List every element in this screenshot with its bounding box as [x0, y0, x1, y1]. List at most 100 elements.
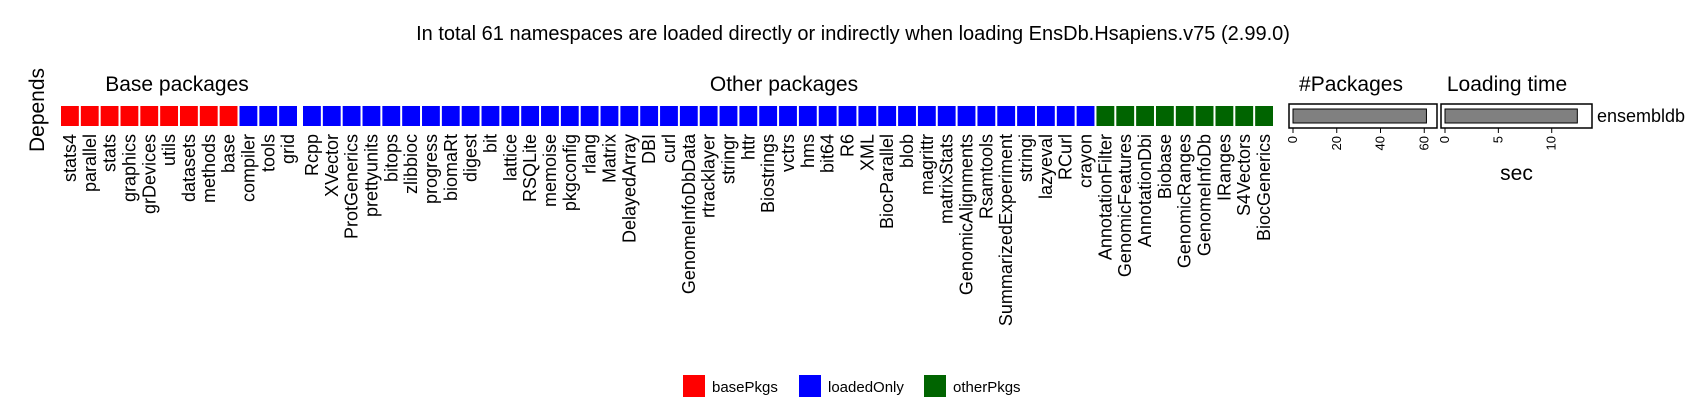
base-package-cell-datasets: [180, 106, 198, 126]
other-package-cell-GenomicFeatures: [1116, 106, 1135, 126]
other-package-cell-RCurl: [1056, 106, 1075, 126]
other-package-cell-lattice: [501, 106, 520, 126]
other-package-cell-bit: [481, 106, 500, 126]
legend-label-basePkgs: basePkgs: [712, 379, 778, 396]
legend-swatch-otherPkgs: [924, 375, 946, 397]
other-package-label-lattice: lattice: [500, 134, 520, 181]
other-package-label-BiocGenerics: BiocGenerics: [1254, 134, 1274, 241]
base-package-cell-utils: [160, 106, 178, 126]
other-package-cell-DelayedArray: [620, 106, 639, 126]
other-package-label-GenomicRanges: GenomicRanges: [1175, 134, 1195, 268]
base-package-cell-compiler: [239, 106, 258, 126]
time-section-title: Loading time: [1447, 73, 1567, 96]
base-package-label-compiler: compiler: [238, 134, 258, 202]
base-package-label-graphics: graphics: [119, 134, 139, 202]
other-package-label-Matrix: Matrix: [599, 134, 619, 183]
other-package-cell-Rcpp: [303, 106, 321, 126]
other-package-cell-RSQLite: [521, 106, 540, 126]
base-package-cell-stats4: [61, 106, 79, 126]
row-axis-label: Depends: [26, 68, 49, 152]
other-package-label-Rsamtools: Rsamtools: [976, 134, 996, 219]
other-package-label-rlang: rlang: [580, 134, 600, 174]
base-package-cell-parallel: [80, 106, 99, 126]
other-package-cell-bitops: [382, 106, 401, 126]
other-package-cell-stringr: [719, 106, 738, 126]
loading-time-tick-label-10: 10: [1544, 136, 1559, 150]
other-package-label-lazyeval: lazyeval: [1036, 134, 1056, 199]
other-package-label-XML: XML: [857, 134, 877, 171]
base-package-cell-graphics: [120, 106, 139, 126]
other-package-label-IRanges: IRanges: [1214, 134, 1234, 201]
other-package-cell-GenomicRanges: [1175, 106, 1194, 126]
legend-swatch-loadedOnly: [799, 375, 821, 397]
other-package-cell-lazyeval: [1036, 106, 1055, 126]
row-name-label: ensembldb: [1597, 106, 1685, 126]
other-package-label-AnnotationFilter: AnnotationFilter: [1095, 134, 1115, 260]
other-package-cell-biomaRt: [441, 106, 460, 126]
base-package-label-grDevices: grDevices: [139, 134, 159, 214]
other-package-cell-AnnotationFilter: [1096, 106, 1115, 126]
base-package-cell-tools: [259, 106, 278, 126]
base-package-label-datasets: datasets: [179, 134, 199, 202]
loading-time-tick-label-0: 0: [1437, 136, 1452, 143]
other-package-cell-SummarizedExperiment: [997, 106, 1016, 126]
legend-swatch-basePkgs: [683, 375, 705, 397]
other-package-cell-progress: [422, 106, 440, 126]
loading-time-axis-label: sec: [1500, 162, 1533, 185]
other-package-label-GenomicFeatures: GenomicFeatures: [1115, 134, 1135, 277]
other-package-label-DBI: DBI: [639, 134, 659, 164]
other-package-cell-digest: [461, 106, 480, 126]
other-package-cell-matrixStats: [937, 106, 956, 126]
other-package-label-RSQLite: RSQLite: [520, 134, 540, 202]
legend: basePkgs loadedOnly otherPkgs: [683, 375, 1021, 397]
package-count-tick-label-0: 0: [1285, 136, 1300, 143]
package-count-tick-label-20: 20: [1329, 136, 1344, 150]
other-package-label-digest: digest: [461, 134, 481, 182]
other-package-label-crayon: crayon: [1076, 134, 1096, 188]
package-count-tick-label-60: 60: [1416, 136, 1431, 150]
other-package-label-RCurl: RCurl: [1056, 134, 1076, 180]
base-package-cell-methods: [199, 106, 218, 126]
other-package-label-rtracklayer: rtracklayer: [699, 134, 719, 218]
other-package-label-zlibbioc: zlibbioc: [401, 134, 421, 194]
other-package-label-hms: hms: [798, 134, 818, 168]
other-package-cell-DBI: [640, 106, 659, 126]
other-package-cell-BiocParallel: [878, 106, 897, 126]
legend-label-otherPkgs: otherPkgs: [953, 379, 1021, 396]
other-package-label-GenomicAlignments: GenomicAlignments: [957, 134, 977, 295]
other-package-label-SummarizedExperiment: SummarizedExperiment: [996, 134, 1016, 326]
other-package-cell-S4Vectors: [1235, 106, 1254, 126]
other-package-cell-Biostrings: [759, 106, 778, 126]
other-package-cell-Biobase: [1155, 106, 1174, 126]
other-package-cell-stringi: [1017, 106, 1035, 126]
other-package-cell-prettyunits: [362, 106, 381, 126]
other-package-label-Biostrings: Biostrings: [758, 134, 778, 213]
other-package-cell-GenomeInfoDbData: [679, 106, 698, 126]
other-package-cell-rtracklayer: [699, 106, 718, 126]
other-package-label-R6: R6: [838, 134, 858, 157]
loading-time-tick-label-5: 5: [1490, 136, 1505, 143]
loading-time-panel: 0 5 10 sec: [1437, 103, 1593, 185]
other-package-label-Rcpp: Rcpp: [302, 134, 322, 176]
other-package-cell-curl: [660, 106, 678, 126]
package-count-tick-label-40: 40: [1373, 136, 1388, 150]
base-package-label-base: base: [219, 134, 239, 173]
other-package-label-bit: bit: [480, 134, 500, 153]
other-package-label-AnnotationDbi: AnnotationDbi: [1135, 134, 1155, 247]
other-package-label-bit64: bit64: [818, 134, 838, 173]
other-package-label-GenomeInfoDb: GenomeInfoDb: [1195, 134, 1215, 256]
other-package-label-httr: httr: [738, 134, 758, 160]
other-package-label-matrixStats: matrixStats: [937, 134, 957, 224]
base-package-label-parallel: parallel: [80, 134, 100, 192]
other-package-cell-magrittr: [917, 106, 936, 126]
other-package-cell-rlang: [580, 106, 599, 126]
other-package-cell-memoise: [541, 106, 559, 126]
base-package-cell-grid: [279, 106, 297, 126]
other-package-label-XVector: XVector: [322, 134, 342, 197]
other-package-label-bitops: bitops: [381, 134, 401, 182]
other-package-label-memoise: memoise: [540, 134, 560, 207]
other-package-label-DelayedArray: DelayedArray: [619, 134, 639, 243]
other-package-cell-GenomicAlignments: [957, 106, 976, 126]
loading-time-bar: [1444, 108, 1578, 124]
other-package-cell-httr: [739, 106, 758, 126]
